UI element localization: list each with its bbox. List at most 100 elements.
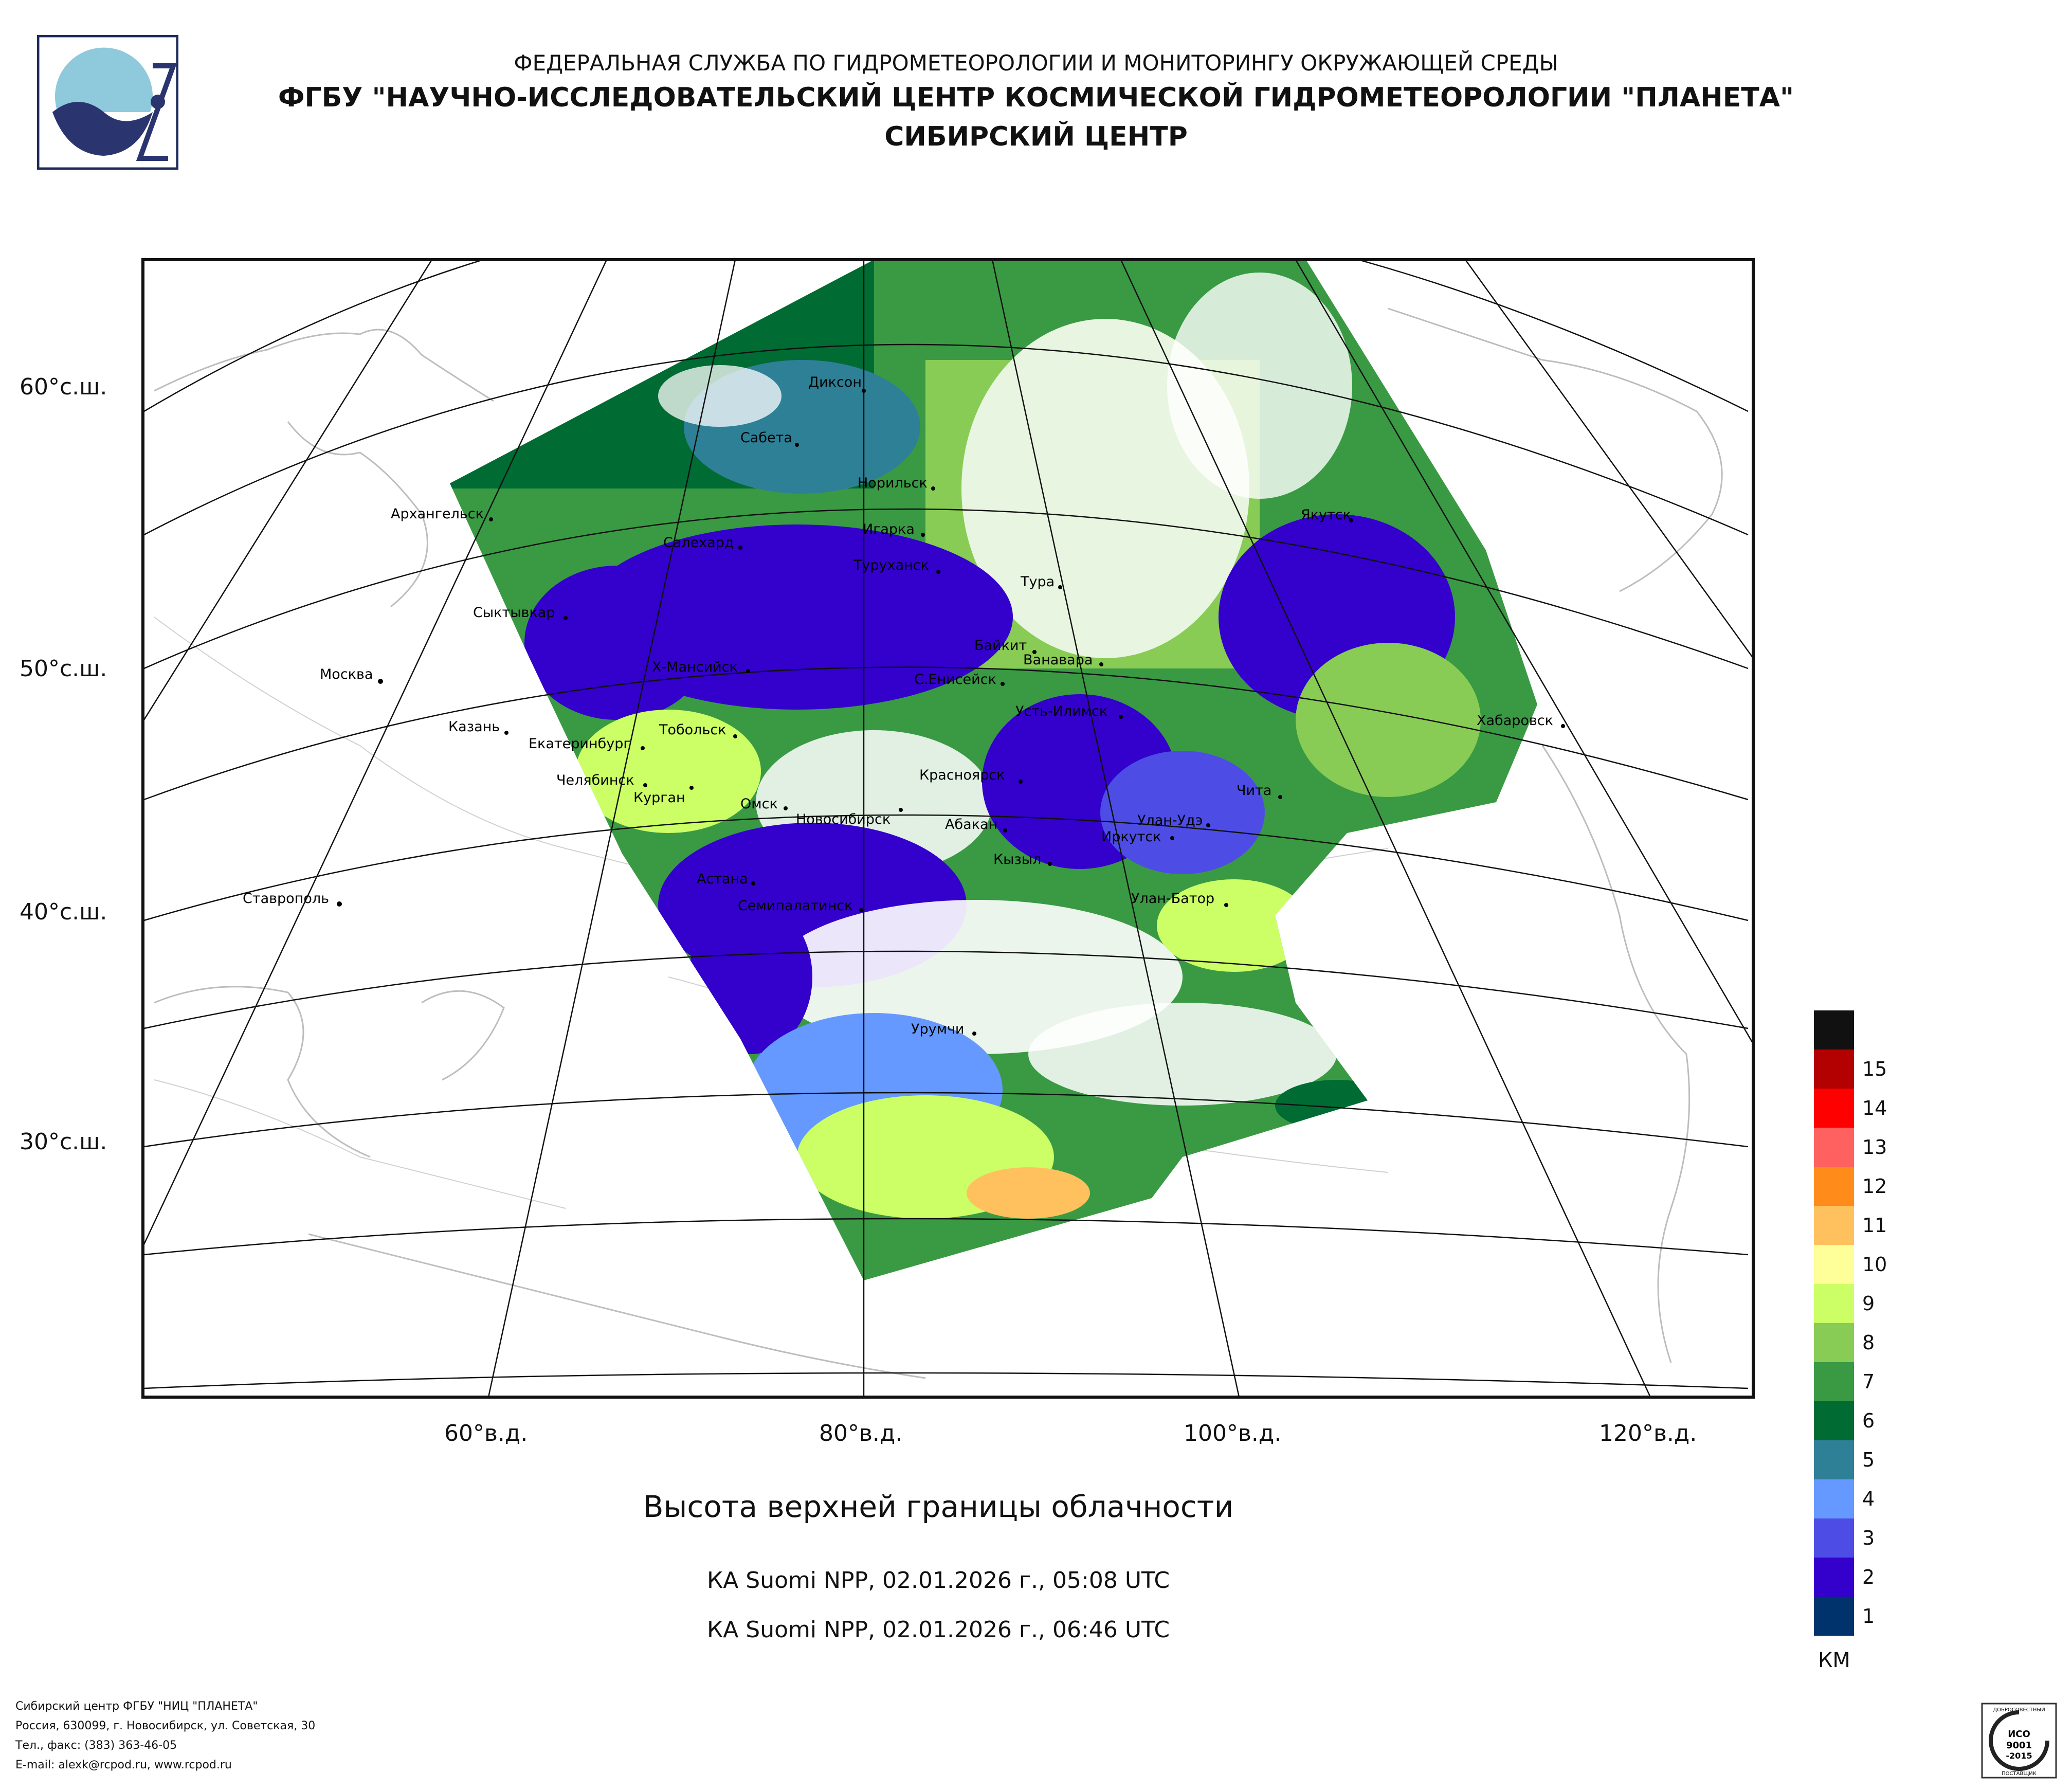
- city-kh-mansiysk: Х-Мансийск: [652, 659, 750, 675]
- legend-label: 12: [1862, 1175, 1887, 1198]
- legend-label: 11: [1862, 1214, 1887, 1237]
- svg-text:Казань: Казань: [448, 719, 500, 735]
- header-institute: ФГБУ "НАУЧНО-ИССЛЕДОВАТЕЛЬСКИЙ ЦЕНТР КОС…: [278, 82, 1794, 113]
- legend-label: 5: [1862, 1449, 1875, 1471]
- legend-label: 15: [1862, 1058, 1887, 1080]
- svg-text:Семипалатинск: Семипалатинск: [738, 898, 852, 914]
- city-moscow: Москва: [320, 666, 383, 684]
- footer-line-3: Тел., факс: (383) 363-46-05: [15, 1739, 177, 1752]
- svg-text:Сабета: Сабета: [740, 430, 792, 446]
- svg-text:Байкит: Байкит: [974, 638, 1027, 654]
- city-tura: Тура: [1020, 574, 1062, 590]
- legend-units: КМ: [1818, 1649, 1850, 1672]
- lat-label-30: 30°с.ш.: [20, 1129, 107, 1155]
- legend-label: 9: [1862, 1292, 1875, 1315]
- legend-label: 2: [1862, 1566, 1875, 1588]
- svg-text:Челябинск: Челябинск: [556, 772, 634, 788]
- city-norilsk: Норильск: [858, 475, 935, 491]
- svg-text:Игарка: Игарка: [863, 521, 915, 537]
- svg-text:Туруханск: Туруханск: [853, 557, 929, 573]
- svg-text:Ставрополь: Ставрополь: [243, 891, 329, 907]
- header-center: СИБИРСКИЙ ЦЕНТР: [884, 121, 1188, 152]
- svg-text:9001: 9001: [2006, 1740, 2032, 1751]
- legend-swatch: [1814, 1362, 1854, 1401]
- lon-label-120: 120°в.д.: [1599, 1420, 1697, 1446]
- city-sabeta: Сабета: [740, 430, 799, 447]
- svg-text:Омск: Омск: [740, 796, 778, 812]
- city-ulan-bator: Улан-Батор: [1131, 891, 1228, 907]
- city-semipalatinsk: Семипалатинск: [738, 898, 863, 914]
- city-chelyabinsk: Челябинск: [556, 772, 647, 788]
- map-area: Диксон Сабета Норильск Игарка Туруханск …: [143, 260, 1753, 1397]
- height-legend: [1814, 1010, 1854, 1636]
- svg-text:Хабаровск: Хабаровск: [1477, 713, 1553, 729]
- svg-text:Сыктывкар: Сыктывкар: [473, 605, 555, 621]
- svg-text:С.Енисейск: С.Енисейск: [914, 672, 996, 688]
- legend-label: 8: [1862, 1331, 1875, 1354]
- svg-text:Курган: Курган: [633, 790, 685, 806]
- city-tobolsk: Тобольск: [659, 722, 737, 738]
- legend-swatch: [1814, 1206, 1854, 1245]
- city-vanavara: Ванавара: [1023, 652, 1103, 668]
- city-astana: Астана: [697, 871, 755, 887]
- svg-text:Тобольск: Тобольск: [659, 722, 726, 738]
- city-labels: Диксон Сабета Норильск Игарка Туруханск …: [243, 374, 1565, 1037]
- city-novosibirsk: Новосибирск: [796, 808, 903, 827]
- svg-text:Урумчи: Урумчи: [911, 1021, 964, 1037]
- city-igarka: Игарка: [863, 521, 925, 537]
- city-turukhansk: Туруханск: [853, 557, 940, 574]
- svg-text:-2015: -2015: [2006, 1751, 2032, 1761]
- svg-text:Астана: Астана: [697, 871, 748, 887]
- city-yakutsk: Якутск: [1301, 507, 1353, 523]
- planeta-logo: [37, 35, 178, 170]
- svg-text:Норильск: Норильск: [858, 475, 928, 491]
- legend-label: 7: [1862, 1370, 1875, 1393]
- legend-label: 4: [1862, 1488, 1875, 1510]
- svg-text:Улан-Удэ: Улан-Удэ: [1137, 812, 1203, 828]
- legend-swatch: [1814, 1050, 1854, 1089]
- svg-text:Чита: Чита: [1237, 783, 1271, 799]
- legend-swatch: [1814, 1128, 1854, 1167]
- footer-line-4: E-mail: alexk@rcpod.ru, www.rcpod.ru: [15, 1759, 232, 1771]
- lat-label-50: 50°с.ш.: [20, 656, 107, 682]
- city-urumqi: Урумчи: [911, 1021, 976, 1037]
- city-krasnoyarsk: Красноярск: [919, 767, 1023, 784]
- svg-text:Москва: Москва: [320, 666, 373, 682]
- legend-swatch: [1814, 1245, 1854, 1284]
- svg-text:ДОБРОСОВЕСТНЫЙ: ДОБРОСОВЕСТНЫЙ: [1993, 1706, 2045, 1713]
- legend-swatch: [1814, 1518, 1854, 1558]
- svg-text:Диксон: Диксон: [808, 374, 862, 390]
- city-khabarovsk: Хабаровск: [1477, 713, 1565, 729]
- map-frame: [141, 258, 1755, 1399]
- svg-text:Ванавара: Ванавара: [1023, 652, 1093, 668]
- svg-text:ПОСТАВЩИК: ПОСТАВЩИК: [2002, 1771, 2037, 1777]
- city-ulan-ude: Улан-Удэ: [1137, 812, 1210, 828]
- city-s-eniseysk: С.Енисейск: [914, 672, 1005, 688]
- legend-label: 6: [1862, 1409, 1875, 1432]
- legend-label: 3: [1862, 1527, 1875, 1549]
- pass-info-2: КА Suomi NPP, 02.01.2026 г., 06:46 UTC: [706, 1617, 1170, 1643]
- lon-label-80: 80°в.д.: [819, 1420, 903, 1446]
- svg-text:Кызыл: Кызыл: [993, 852, 1041, 867]
- lon-label-60: 60°в.д.: [444, 1420, 528, 1446]
- city-kurgan: Курган: [633, 786, 694, 806]
- legend-swatch: [1814, 1401, 1854, 1440]
- legend-swatch: [1814, 1597, 1854, 1636]
- svg-text:Якутск: Якутск: [1301, 507, 1351, 523]
- legend-swatch: [1814, 1323, 1854, 1362]
- city-chita: Чита: [1237, 783, 1282, 799]
- map-title: Высота верхней границы облачности: [643, 1489, 1234, 1524]
- svg-text:Екатеринбург: Екатеринбург: [529, 736, 631, 752]
- legend-swatch: [1814, 1089, 1854, 1128]
- legend-label: 1: [1862, 1605, 1875, 1627]
- city-irkutsk: Иркутск: [1101, 829, 1174, 845]
- footer-contacts: Сибирский центр ФГБУ "НИЦ "ПЛАНЕТА" Росс…: [15, 1697, 315, 1775]
- svg-text:Салехард: Салехард: [663, 535, 734, 551]
- iso-certification-badge: ДОБРОСОВЕСТНЫЙ ИСО 9001 -2015 ПОСТАВЩИК: [1981, 1703, 2057, 1779]
- svg-text:Новосибирск: Новосибирск: [796, 811, 890, 827]
- lon-label-100: 100°в.д.: [1184, 1420, 1282, 1446]
- svg-text:Улан-Батор: Улан-Батор: [1131, 891, 1214, 907]
- city-kazan: Казань: [448, 719, 508, 735]
- legend-swatch: [1814, 1479, 1854, 1518]
